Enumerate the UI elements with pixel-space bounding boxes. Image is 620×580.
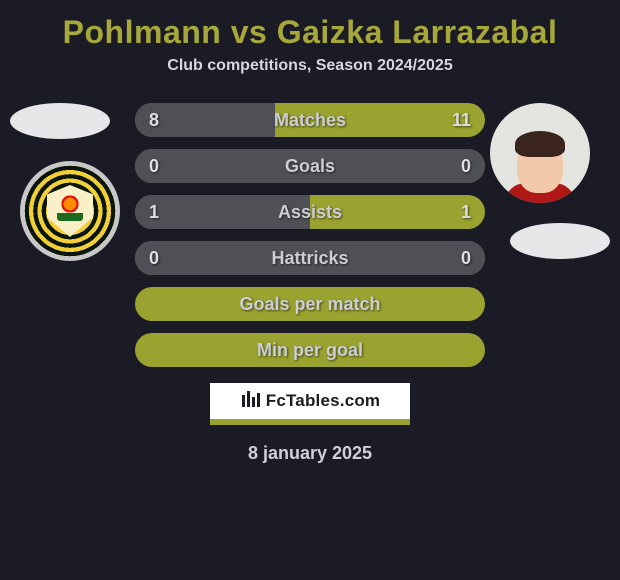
- brand-text: FcTables.com: [266, 391, 381, 411]
- stat-label: Assists: [135, 195, 485, 229]
- stat-value-right: 11: [452, 103, 471, 137]
- stat-value-right: 0: [461, 241, 471, 275]
- stat-row-matches: 8 Matches 11: [135, 103, 485, 137]
- generated-date: 8 january 2025: [0, 443, 620, 464]
- stat-value-right: 1: [461, 195, 471, 229]
- stat-label: Min per goal: [135, 333, 485, 367]
- player-left-photo-placeholder: [10, 103, 110, 139]
- stat-row-assists: 1 Assists 1: [135, 195, 485, 229]
- stat-value-right: 0: [461, 149, 471, 183]
- crest-icon: [47, 185, 93, 237]
- stat-rows: 8 Matches 11 0 Goals 0 1 Assists 1 0 Hat…: [135, 103, 485, 367]
- player-right-club-placeholder: [510, 223, 610, 259]
- stat-label: Goals: [135, 149, 485, 183]
- stat-label: Goals per match: [135, 287, 485, 321]
- stat-row-hattricks: 0 Hattricks 0: [135, 241, 485, 275]
- stat-label: Hattricks: [135, 241, 485, 275]
- player-right-photo: [490, 103, 590, 203]
- player-left-club-crest: [20, 161, 120, 261]
- page-subtitle: Club competitions, Season 2024/2025: [0, 57, 620, 75]
- brand-bars-icon: [240, 391, 260, 411]
- stat-row-goals: 0 Goals 0: [135, 149, 485, 183]
- stats-area: 8 Matches 11 0 Goals 0 1 Assists 1 0 Hat…: [0, 103, 620, 367]
- stat-row-goals-per-match: Goals per match: [135, 287, 485, 321]
- page-title: Pohlmann vs Gaizka Larrazabal: [0, 0, 620, 57]
- stat-label: Matches: [135, 103, 485, 137]
- stat-row-min-per-goal: Min per goal: [135, 333, 485, 367]
- brand-badge: FcTables.com: [210, 383, 410, 425]
